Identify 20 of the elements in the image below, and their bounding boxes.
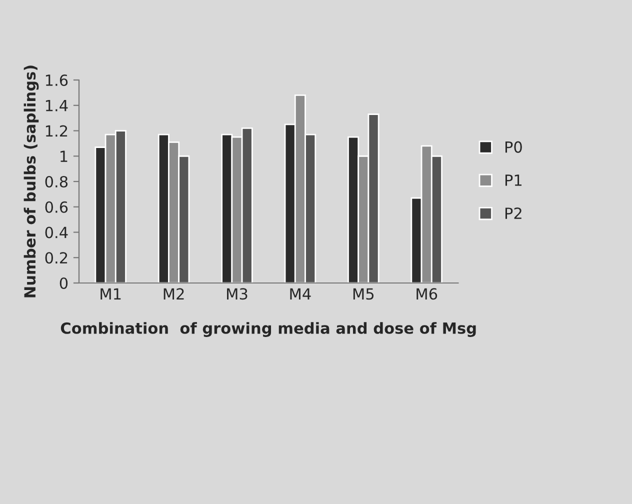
y-tick-label: 0.4	[45, 226, 68, 238]
y-tick-label: 1.2	[46, 125, 68, 137]
y-tick-label: 0.8	[45, 176, 68, 188]
y-tick-label: 0.2	[45, 252, 68, 264]
x-tick-label: M1	[100, 288, 121, 300]
x-axis-title: Combination of growing media and dose of Msg	[60, 322, 476, 337]
x-tick-label: M4	[290, 288, 311, 300]
legend-label: P1	[505, 174, 522, 186]
x-tick-label: M5	[353, 288, 374, 300]
y-tick-label: 0	[60, 277, 68, 290]
legend-label: P2	[505, 207, 522, 219]
y-tick-label: 1.4	[46, 100, 68, 112]
x-tick-label: M3	[227, 288, 248, 300]
y-tick-label: 0.6	[45, 201, 68, 213]
y-tick-label: 1.6	[46, 74, 68, 86]
y-axis-title: Number of bulbs (saplings)	[24, 66, 39, 298]
legend-label: P0	[505, 141, 522, 153]
x-tick-label: M6	[416, 288, 438, 300]
y-tick-label: 1	[60, 150, 68, 162]
x-tick-label: M2	[164, 288, 184, 300]
